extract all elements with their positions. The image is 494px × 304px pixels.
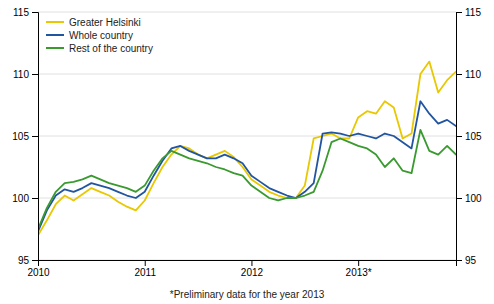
chart: 2010 2011 2012 2013* 95 100 105 110 115 95 100 105 1… <box>0 0 494 304</box>
y2-tick: 110 <box>456 69 481 80</box>
y2-tick-label: 105 <box>465 131 482 142</box>
y2-tick-label: 100 <box>465 193 482 204</box>
legend-swatch <box>46 21 64 23</box>
legend-item: Rest of the country <box>46 43 153 54</box>
y2-tick-label: 110 <box>465 69 481 80</box>
y2-tick-mark <box>456 74 462 75</box>
x-tick-mark <box>251 260 252 266</box>
y2-tick: 100 <box>456 193 482 204</box>
y-tick-mark <box>32 198 38 199</box>
y-tick-mark <box>32 74 38 75</box>
y-tick-label: 110 <box>13 69 29 80</box>
x-tick: 2011 <box>134 260 156 278</box>
x-tick-label: 2013* <box>346 267 372 278</box>
x-tick: 2012 <box>241 260 264 278</box>
grid-line <box>38 12 456 13</box>
series-line <box>38 130 456 229</box>
legend: Greater Helsinki Whole country Rest of the… <box>46 17 153 54</box>
x-tick-label: 2011 <box>134 267 156 278</box>
legend-label: Whole country <box>69 30 133 41</box>
x-tick-label: 2010 <box>27 267 50 278</box>
grid <box>38 12 456 260</box>
legend-swatch <box>46 34 64 36</box>
grid-line <box>38 74 456 75</box>
x-axis-line <box>39 261 457 267</box>
y2-tick: 95 <box>456 255 477 266</box>
y2-tick-mark <box>456 12 462 13</box>
x-tick: 2013* <box>346 260 372 278</box>
y-tick: 95 <box>18 255 38 266</box>
y2-tick-mark <box>456 198 462 199</box>
y2-axis-line <box>457 13 463 261</box>
y-tick-label: 95 <box>18 255 30 266</box>
y2-tick: 105 <box>456 131 482 142</box>
y-tick-mark <box>32 136 38 137</box>
legend-swatch <box>46 47 64 49</box>
legend-item: Whole country <box>46 30 133 41</box>
grid-line <box>38 198 456 199</box>
y2-tick: 115 <box>456 7 481 18</box>
plot: 2010 2011 2012 2013* 95 100 105 110 115 95 100 105 1… <box>12 7 482 278</box>
x-tick-label: 2012 <box>241 267 264 278</box>
x-tick: 2010 <box>27 260 50 278</box>
y-axis-line <box>32 13 39 261</box>
y-tick: 105 <box>12 131 38 142</box>
y-tick-mark <box>32 260 38 261</box>
legend-label: Rest of the country <box>69 43 153 54</box>
y2-tick-label: 95 <box>465 255 477 266</box>
series-line <box>38 101 456 231</box>
y-tick: 115 <box>13 7 38 18</box>
y2-tick-mark <box>456 260 462 261</box>
lines <box>38 62 456 236</box>
y-tick-label: 100 <box>12 193 29 204</box>
y-tick-label: 105 <box>12 131 29 142</box>
legend-item: Greater Helsinki <box>46 17 141 28</box>
footnote: *Preliminary data for the year 2013 <box>170 289 325 300</box>
series-line <box>38 62 456 236</box>
y-tick-mark <box>32 12 38 13</box>
y-tick: 100 <box>12 193 38 204</box>
y-axis: 95 100 105 110 115 <box>12 7 38 266</box>
x-tick-mark <box>145 260 146 266</box>
y2-tick-mark <box>456 136 462 137</box>
y2-tick-label: 115 <box>465 7 481 18</box>
y-tick: 110 <box>13 69 38 80</box>
x-tick-mark <box>358 260 359 266</box>
x-axis: 2010 2011 2012 2013* <box>27 260 456 278</box>
y2-axis: 95 100 105 110 115 <box>456 7 482 266</box>
legend-label: Greater Helsinki <box>69 17 141 28</box>
y-tick-label: 115 <box>13 7 29 18</box>
